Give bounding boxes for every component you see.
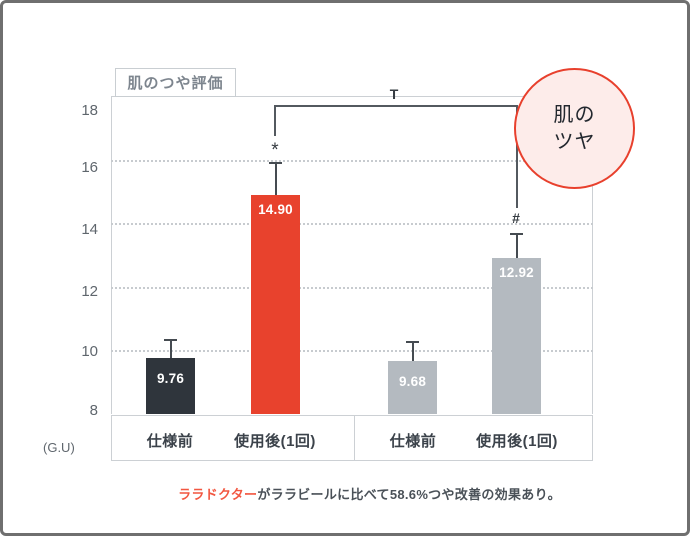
bar-value-label: 12.92 xyxy=(499,265,534,280)
y-tick-12: 12 xyxy=(81,283,98,300)
bracket-significance-label: T xyxy=(389,86,399,102)
asterisk-significance-mark: * xyxy=(271,140,279,161)
bar-value-label: 9.68 xyxy=(398,374,427,389)
bar-value-label: 14.90 xyxy=(258,202,293,217)
gridline-16 xyxy=(111,160,593,162)
significance-bracket-left-drop xyxy=(274,105,276,136)
x-tick-after-use-2: 使用後(1回) xyxy=(476,433,558,450)
annotation-circle: 肌の ツヤ xyxy=(514,68,635,189)
error-bar-3 xyxy=(406,341,419,361)
caption: ララドクターがララビールに比べて58.6%つや改善の効果あり。 xyxy=(93,484,646,503)
y-axis-unit-label: (G.U) xyxy=(43,440,75,455)
annotation-circle-line1: 肌の xyxy=(553,103,596,126)
significance-bracket xyxy=(275,105,518,107)
caption-brand: ララドクター xyxy=(178,487,258,502)
x-tick-before-use-1: 仕様前 xyxy=(146,433,194,450)
error-bar-2 xyxy=(269,162,282,195)
bar-value-label: 9.76 xyxy=(156,371,185,386)
gridline-14 xyxy=(111,223,593,225)
bar-before-use-1: 9.76 xyxy=(146,358,195,414)
hash-significance-mark: # xyxy=(512,210,520,226)
bar-after-use-1: 14.90 xyxy=(251,195,300,414)
error-bar-1 xyxy=(164,339,177,358)
y-tick-10: 10 xyxy=(81,343,98,360)
bar-after-use-2: 12.92 xyxy=(492,258,541,414)
y-tick-16: 16 xyxy=(81,159,98,176)
y-tick-18: 18 xyxy=(81,102,98,119)
x-axis-label-box xyxy=(111,415,593,461)
gridline-12 xyxy=(111,287,593,289)
chart-title-label: 肌のつや評価 xyxy=(127,75,224,92)
annotation-circle-line2: ツヤ xyxy=(553,130,596,153)
y-tick-8: 8 xyxy=(89,402,98,419)
gridline-10 xyxy=(111,350,593,352)
error-bar-4 xyxy=(510,233,523,258)
significance-bracket-right-drop xyxy=(516,105,518,208)
bar-before-use-2: 9.68 xyxy=(388,361,437,414)
x-tick-before-use-2: 仕様前 xyxy=(389,433,437,450)
chart-title: 肌のつや評価 xyxy=(115,68,236,97)
group-divider xyxy=(354,415,355,461)
caption-text: がララビールに比べて58.6%つや改善の効果あり。 xyxy=(257,487,561,502)
y-tick-14: 14 xyxy=(81,221,98,238)
x-tick-after-use-1: 使用後(1回) xyxy=(234,433,316,450)
